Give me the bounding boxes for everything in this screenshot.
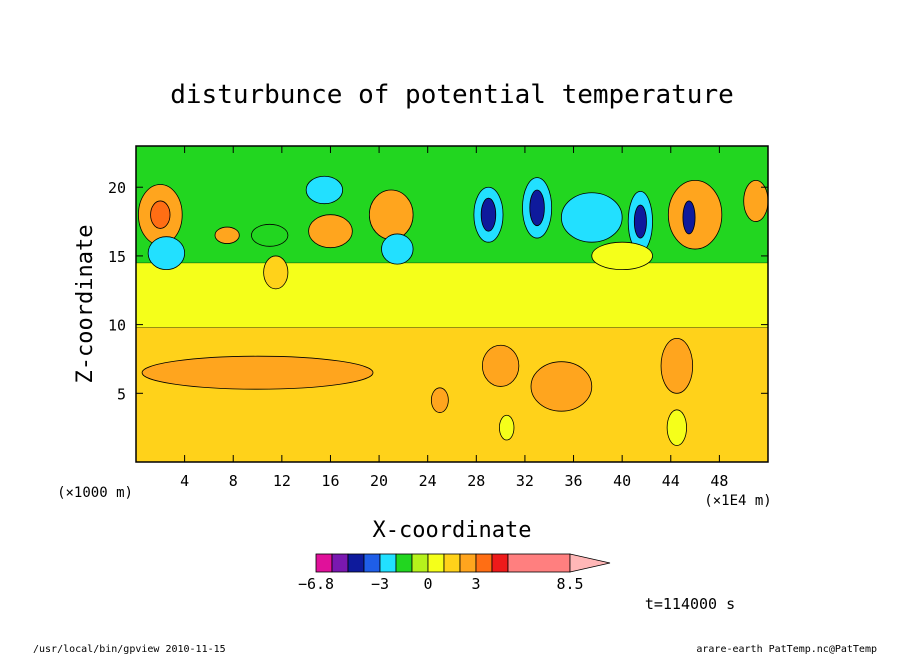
y-tick-label: 5 bbox=[117, 385, 126, 403]
field-anomaly bbox=[743, 179, 769, 222]
x-tick-label: 36 bbox=[565, 472, 583, 490]
x-tick-label: 24 bbox=[419, 472, 437, 490]
x-tick-label: 16 bbox=[321, 472, 339, 490]
field-anomaly bbox=[308, 214, 353, 249]
colorbar-swatch bbox=[459, 553, 477, 573]
chart-title: disturbunce of potential temperature bbox=[170, 80, 734, 110]
x-unit-left: (×1000 m) bbox=[57, 485, 133, 501]
field-anomaly bbox=[529, 189, 545, 227]
plot-frame bbox=[135, 145, 769, 463]
field-anomaly bbox=[480, 197, 497, 232]
field-anomaly bbox=[591, 241, 653, 271]
field-anomaly bbox=[481, 344, 520, 387]
y-axis-label: Z-coordinate bbox=[73, 225, 98, 384]
colorbar-swatch bbox=[475, 553, 493, 573]
footer-left: /usr/local/bin/gpview 2010-11-15 bbox=[33, 644, 226, 654]
x-axis-label: X-coordinate bbox=[373, 518, 532, 543]
field-anomaly bbox=[381, 233, 414, 265]
footer-right: arare-earth_PatTemp.nc@PatTemp bbox=[696, 644, 877, 654]
field-anomaly bbox=[666, 409, 687, 446]
field-anomaly bbox=[305, 175, 344, 205]
field-anomaly bbox=[530, 361, 593, 412]
x-tick-label: 8 bbox=[229, 472, 238, 490]
colorbar-swatch bbox=[491, 553, 509, 573]
colorbar-swatch bbox=[347, 553, 365, 573]
colorbar-label: 3 bbox=[471, 575, 480, 593]
field-anomaly bbox=[263, 255, 289, 290]
colorbar-swatch bbox=[411, 553, 429, 573]
y-tick-label: 20 bbox=[108, 179, 126, 197]
x-tick-label: 40 bbox=[613, 472, 631, 490]
colorbar-label: 0 bbox=[423, 575, 432, 593]
y-tick-label: 10 bbox=[108, 317, 126, 335]
colorbar-swatch bbox=[395, 553, 413, 573]
x-axis: 4 8 12 16 20 24 28 32 36 40 44 48 bbox=[180, 146, 728, 490]
colorbar-swatch bbox=[331, 553, 349, 573]
colorbar-label: 8.5 bbox=[556, 575, 583, 593]
field-anomaly bbox=[141, 355, 374, 390]
x-tick-label: 20 bbox=[370, 472, 388, 490]
field-anomaly bbox=[430, 387, 449, 413]
x-tick-label: 4 bbox=[180, 472, 189, 490]
field-anomaly bbox=[682, 200, 696, 235]
field-anomaly bbox=[560, 192, 623, 243]
field-anomaly bbox=[660, 337, 694, 394]
x-tick-label: 44 bbox=[662, 472, 680, 490]
colorbar-label: −6.8 bbox=[298, 575, 334, 593]
colorbar bbox=[315, 553, 611, 573]
x-unit-right: (×1E4 m) bbox=[704, 493, 771, 509]
field-band-surface-layer bbox=[136, 327, 768, 462]
plot-area bbox=[136, 145, 769, 462]
time-label: t=114000 s bbox=[645, 595, 735, 613]
colorbar-labels: −6.8 −3 0 3 8.5 bbox=[298, 575, 584, 593]
x-tick-label: 48 bbox=[710, 472, 728, 490]
field-anomaly bbox=[150, 200, 171, 229]
field-band-mid-layer bbox=[136, 262, 768, 328]
field-band-upper-layer bbox=[136, 146, 768, 263]
y-tick-label: 15 bbox=[108, 248, 126, 266]
y-axis: 5 10 15 20 bbox=[108, 179, 768, 403]
colorbar-swatch bbox=[315, 553, 333, 573]
x-tick-label: 12 bbox=[273, 472, 291, 490]
colorbar-swatch bbox=[427, 553, 445, 573]
colorbar-swatch bbox=[379, 553, 397, 573]
colorbar-swatch bbox=[507, 553, 571, 573]
colorbar-swatch bbox=[443, 553, 461, 573]
field-anomaly bbox=[147, 236, 186, 271]
field-anomaly bbox=[633, 204, 647, 239]
x-tick-label: 28 bbox=[467, 472, 485, 490]
colorbar-swatch bbox=[363, 553, 381, 573]
field-anomaly bbox=[214, 226, 240, 244]
field-anomaly bbox=[251, 223, 289, 247]
field-anomaly bbox=[499, 414, 515, 441]
x-tick-label: 32 bbox=[516, 472, 534, 490]
colorbar-arrow bbox=[569, 553, 611, 573]
colorbar-label: −3 bbox=[371, 575, 389, 593]
field-anomaly bbox=[368, 189, 414, 240]
